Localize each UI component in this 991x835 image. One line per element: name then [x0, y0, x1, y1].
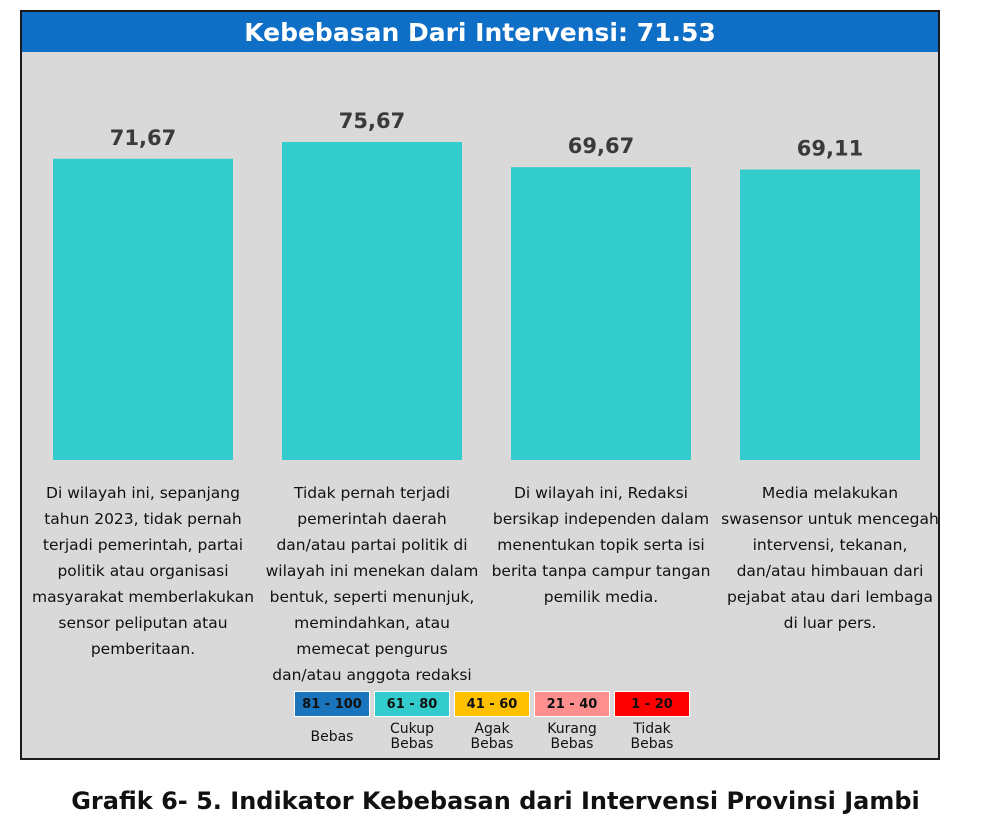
data-label-2: 75,67 — [339, 109, 405, 133]
figure-caption: Grafik 6- 5. Indikator Kebebasan dari In… — [71, 787, 920, 815]
category-label-line: dan/atau himbauan dari — [736, 562, 924, 580]
legend-label-line: Bebas — [550, 736, 594, 752]
legend-label: Bebas — [294, 730, 370, 745]
category-label-line: Di wilayah ini, Redaksi — [514, 484, 688, 502]
legend-item-3: 41 - 60 Agak Bebas — [454, 691, 530, 752]
legend-label: Tidak Bebas — [614, 722, 690, 752]
legend-swatch: 81 - 100 — [294, 691, 370, 717]
legend-label-line: Cukup — [389, 721, 435, 737]
category-label-line: sensor peliputan atau — [58, 614, 228, 632]
category-label-line: bentuk, seperti menunjuk, — [269, 588, 475, 606]
legend-label-line: Tidak — [633, 721, 671, 737]
category-label-line: pemilik media. — [543, 588, 659, 606]
category-label-line: pemerintah daerah — [297, 510, 447, 528]
category-label-1: Di wilayah ini, sepanjang tahun 2023, tid… — [25, 480, 261, 662]
category-label-line: bersikap independen dalam — [492, 510, 710, 528]
legend-label-line: Bebas — [390, 736, 434, 752]
data-label-4: 69,11 — [797, 137, 863, 161]
category-label-line: wilayah ini menekan dalam — [265, 562, 479, 580]
category-label-line: terjadi pemerintah, partai — [42, 536, 244, 554]
legend-label: Kurang Bebas — [534, 722, 610, 752]
bar-2 — [282, 142, 462, 460]
category-label-line: intervensi, tekanan, — [752, 536, 908, 554]
legend-label: Agak Bebas — [454, 722, 530, 752]
category-label-line: menentukan topik serta isi — [497, 536, 705, 554]
legend-item-4: 21 - 40 Kurang Bebas — [534, 691, 610, 752]
legend-item-2: 61 - 80 Cukup Bebas — [374, 691, 450, 752]
category-label-line: Di wilayah ini, sepanjang — [46, 484, 240, 502]
legend-label-line: Bebas — [470, 736, 514, 752]
category-label-line: masyarakat memberlakukan — [31, 588, 255, 606]
bar-plot: 71,67 75,67 69,67 69,11 — [53, 109, 920, 461]
category-label-line: berita tanpa campur tangan — [491, 562, 711, 580]
category-label-line: pemberitaan. — [90, 640, 196, 658]
category-label-line: swasensor untuk mencegah — [721, 510, 939, 528]
legend-swatch: 61 - 80 — [374, 691, 450, 717]
legend-label-line: Bebas — [310, 729, 354, 745]
category-label-line: dan/atau partai politik di — [276, 536, 468, 554]
legend-label: Cukup Bebas — [374, 722, 450, 752]
data-label-3: 69,67 — [568, 134, 634, 158]
legend-swatch: 41 - 60 — [454, 691, 530, 717]
category-label-4: Media melakukan swasensor untuk mencegah i… — [712, 480, 948, 636]
category-label-line: Media melakukan — [761, 484, 899, 502]
category-label-line: memindahkan, atau — [294, 614, 450, 632]
bar-3 — [511, 167, 691, 460]
bar-4 — [740, 169, 920, 461]
legend-swatch: 21 - 40 — [534, 691, 610, 717]
category-label-line: tahun 2023, tidak pernah — [44, 510, 242, 528]
category-label-3: Di wilayah ini, Redaksi bersikap independ… — [483, 480, 719, 610]
category-label-line: Tidak pernah terjadi — [293, 484, 451, 502]
chart-title: Kebebasan Dari Intervensi: 71.53 — [22, 12, 938, 52]
category-label-line: dan/atau anggota redaksi — [272, 666, 472, 684]
data-label-1: 71,67 — [110, 126, 176, 150]
legend-label-line: Kurang — [547, 721, 597, 737]
legend-item-1: 81 - 100 Bebas — [294, 691, 370, 745]
category-label-2: Tidak pernah terjadi pemerintah daerah dan… — [254, 480, 490, 688]
legend-swatch: 1 - 20 — [614, 691, 690, 717]
legend-label-line: Bebas — [630, 736, 674, 752]
chart-panel: Kebebasan Dari Intervensi: 71.53 71,67 75… — [20, 10, 940, 760]
category-label-line: di luar pers. — [783, 614, 877, 632]
bar-1 — [53, 158, 233, 461]
legend-label-line: Agak — [474, 721, 510, 737]
category-label-line: pejabat atau dari lembaga — [727, 588, 933, 606]
category-label-line: memecat pengurus — [296, 640, 448, 658]
category-label-line: politik atau organisasi — [57, 562, 229, 580]
legend-item-5: 1 - 20 Tidak Bebas — [614, 691, 690, 752]
